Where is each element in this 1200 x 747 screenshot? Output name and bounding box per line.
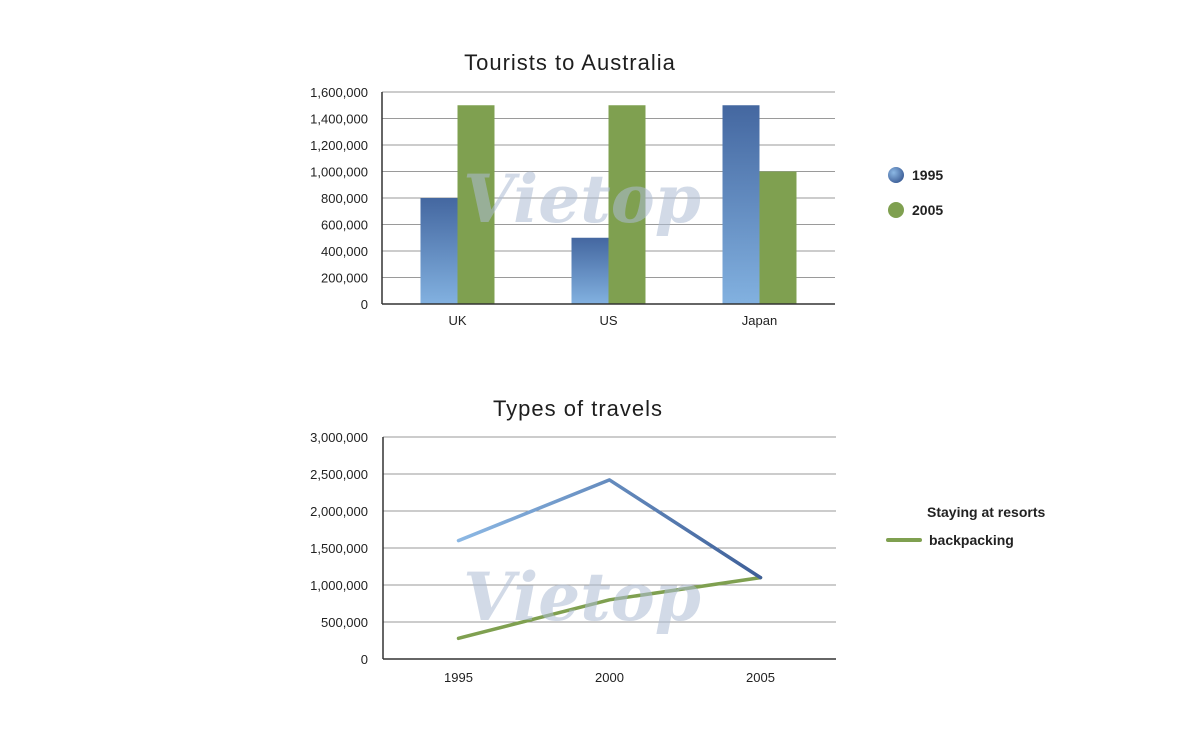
bar-1995-uk (420, 198, 458, 304)
bar-1995-japan (722, 105, 760, 304)
bar-y-tick-label: 600,000 (321, 218, 368, 233)
line-y-tick-label: 1,500,000 (310, 541, 368, 556)
legend-marker-1995 (888, 167, 904, 183)
bar-y-tick-label: 800,000 (321, 191, 368, 206)
watermark-logo-top: Vietop (463, 160, 701, 238)
bar-x-tick-label: UK (448, 313, 466, 328)
bar-y-tick-label: 1,600,000 (310, 85, 368, 100)
bar-y-tick-label: 200,000 (321, 271, 368, 286)
legend-label-staying-at-resorts: Staying at resorts (927, 504, 1045, 520)
line-chart-series (456, 478, 763, 641)
legend-label-backpacking: backpacking (929, 532, 1014, 548)
line-chart-y-ticks: 0 500,000 1,000,000 1,500,000 2,000,000 2,500… (310, 430, 368, 667)
line-series-backpacking (456, 575, 763, 641)
line-y-tick-label: 3,000,000 (310, 430, 368, 445)
bar-chart: Tourists to Australia 0 200,000 400,000 600… (310, 50, 943, 328)
line-chart: Types of travels 0 500,000 1,000,000 1,500,… (310, 396, 1045, 685)
line-y-tick-label: 2,000,000 (310, 504, 368, 519)
line-chart-legend: Staying at resorts backpacking (886, 504, 1045, 548)
line-y-tick-label: 500,000 (321, 615, 368, 630)
bar-chart-legend: 1995 2005 (888, 167, 943, 218)
line-y-tick-label: 1,000,000 (310, 578, 368, 593)
legend-marker-2005 (888, 202, 904, 218)
bar-2005-uk (457, 105, 495, 304)
bar-chart-title: Tourists to Australia (464, 50, 676, 75)
watermark-logo-bottom: Vietop (463, 558, 701, 636)
line-y-tick-label: 2,500,000 (310, 467, 368, 482)
line-x-tick-label: 2000 (595, 670, 624, 685)
legend-label-1995: 1995 (912, 167, 943, 183)
line-x-tick-label: 2005 (746, 670, 775, 685)
line-y-tick-label: 0 (361, 652, 368, 667)
bar-y-tick-label: 400,000 (321, 244, 368, 259)
bar-2005-us (608, 105, 646, 304)
line-chart-gridlines (383, 436, 836, 623)
line-chart-x-ticks: 1995 2000 2005 (444, 670, 775, 685)
legend-label-2005: 2005 (912, 202, 943, 218)
line-x-tick-label: 1995 (444, 670, 473, 685)
bar-2005-japan (759, 171, 797, 304)
line-chart-title: Types of travels (493, 396, 663, 421)
bar-y-tick-label: 1,200,000 (310, 138, 368, 153)
bar-chart-bars (420, 105, 797, 304)
line-series-staying-at-resorts (456, 478, 763, 580)
bar-x-tick-label: Japan (742, 313, 777, 328)
bar-y-tick-label: 1,000,000 (310, 165, 368, 180)
bar-chart-x-ticks: UK US Japan (448, 313, 777, 328)
bar-y-tick-label: 1,400,000 (310, 112, 368, 127)
bar-1995-us (571, 237, 609, 304)
bar-x-tick-label: US (599, 313, 617, 328)
bar-chart-y-ticks: 0 200,000 400,000 600,000 800,000 1,000,000 1,… (310, 85, 368, 312)
bar-y-tick-label: 0 (361, 297, 368, 312)
